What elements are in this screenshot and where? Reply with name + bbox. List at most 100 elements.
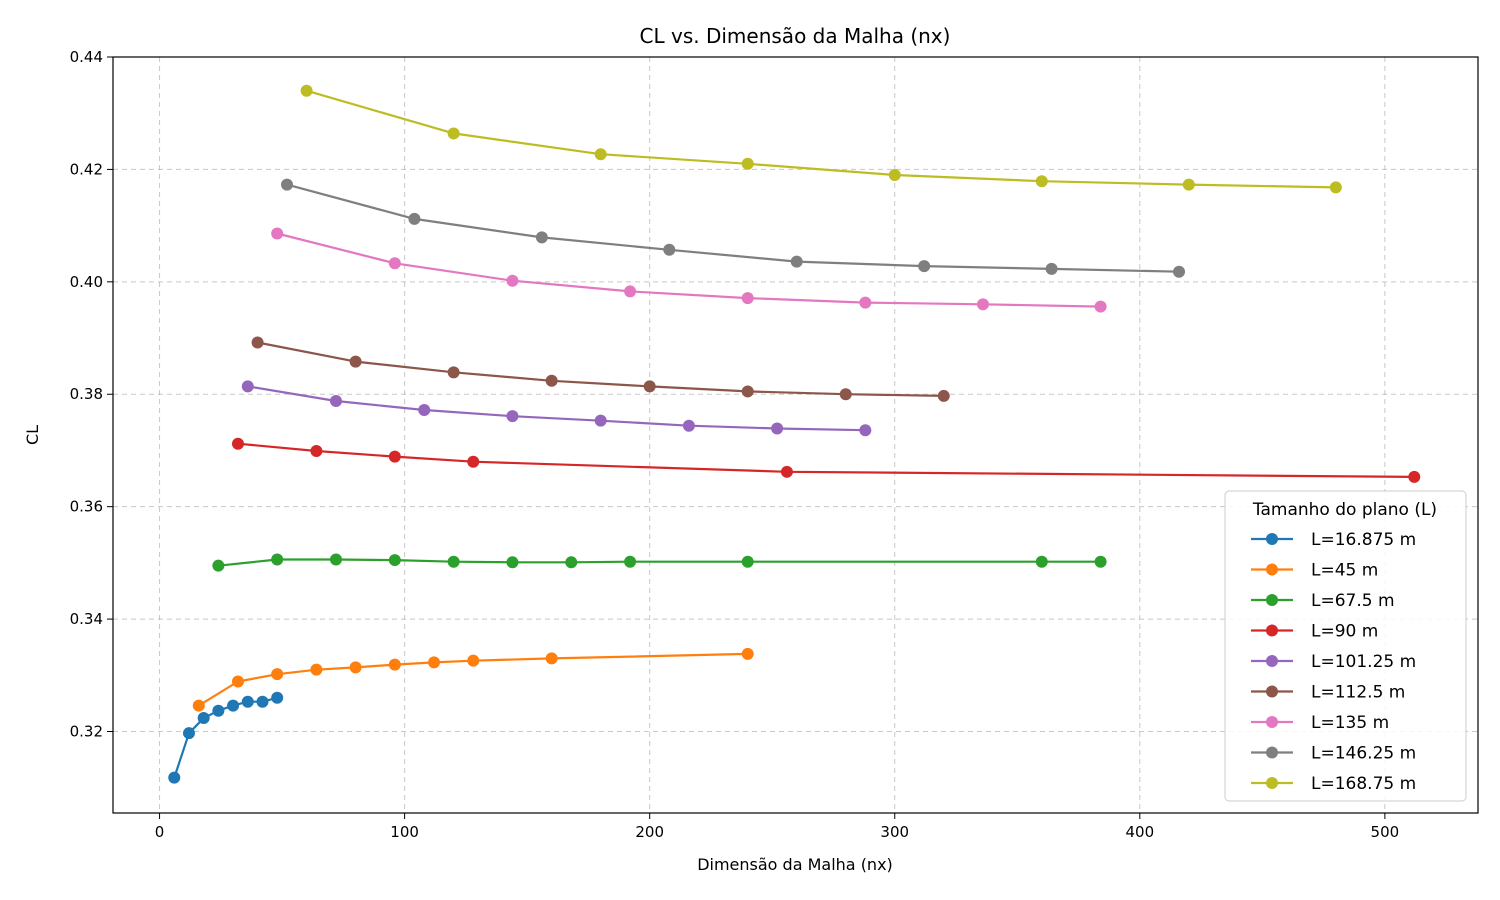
data-point xyxy=(741,157,754,170)
data-point xyxy=(506,274,519,287)
series-line xyxy=(198,652,748,707)
series-line xyxy=(276,232,1101,308)
data-point xyxy=(388,554,401,567)
data-point xyxy=(388,658,401,671)
data-point xyxy=(741,385,754,398)
legend-swatch-marker xyxy=(1266,777,1278,789)
chart-title: CL vs. Dimensão da Malha (nx) xyxy=(640,24,951,48)
data-point xyxy=(790,255,803,268)
data-point xyxy=(976,298,989,311)
legend-item: L=112.5 m xyxy=(1251,683,1405,703)
data-point xyxy=(741,555,754,568)
data-point xyxy=(241,380,254,393)
data-point xyxy=(1182,178,1195,191)
legend-swatch-marker xyxy=(1266,746,1278,759)
x-tick-label: 300 xyxy=(880,823,909,841)
data-point xyxy=(663,243,676,256)
data-point xyxy=(888,169,901,182)
data-point xyxy=(741,292,754,305)
data-point xyxy=(408,212,421,225)
legend-swatch-marker xyxy=(1266,533,1278,545)
data-point xyxy=(271,227,284,240)
series-line xyxy=(257,341,944,397)
data-point xyxy=(859,424,872,437)
data-point xyxy=(197,712,210,725)
data-point xyxy=(271,553,284,566)
series-7 xyxy=(271,227,1107,313)
data-point xyxy=(1035,175,1048,188)
data-point xyxy=(937,389,950,402)
x-tick-label: 500 xyxy=(1371,823,1400,841)
data-point xyxy=(388,450,401,463)
y-tick-label: 0.42 xyxy=(70,160,103,178)
series-2 xyxy=(192,647,754,712)
data-point xyxy=(741,647,754,660)
data-point xyxy=(428,656,441,669)
legend-item: L=45 m xyxy=(1251,561,1378,581)
legend-swatch-marker xyxy=(1266,716,1278,728)
data-point xyxy=(594,414,607,427)
data-point xyxy=(418,403,431,416)
data-point xyxy=(594,148,607,161)
legend-label: L=45 m xyxy=(1311,561,1378,581)
series-line xyxy=(237,442,1415,478)
data-point xyxy=(643,380,656,393)
legend-label: L=67.5 m xyxy=(1311,591,1395,611)
legend-item: L=90 m xyxy=(1251,622,1378,642)
data-point xyxy=(1408,470,1421,483)
data-point xyxy=(182,727,195,740)
y-tick-label: 0.44 xyxy=(70,48,103,66)
series-4 xyxy=(231,437,1421,483)
data-point xyxy=(545,652,558,665)
data-point xyxy=(624,555,637,568)
legend-swatch-marker xyxy=(1266,685,1278,698)
data-point xyxy=(506,410,519,423)
data-point xyxy=(780,465,793,478)
data-point xyxy=(1094,555,1107,568)
legend-item: L=168.75 m xyxy=(1251,774,1416,794)
data-point xyxy=(241,695,254,708)
legend-item: L=146.25 m xyxy=(1251,744,1416,764)
data-point xyxy=(535,231,548,244)
data-point xyxy=(256,695,269,708)
plot-frame xyxy=(112,56,1479,814)
data-point xyxy=(565,556,578,569)
x-tick-label: 100 xyxy=(390,823,419,841)
x-tick-label: 200 xyxy=(635,823,664,841)
ticks: 0 100 200 300 400 500 0.32 0.34 0.36 0.38 0.40 0.42… xyxy=(70,48,1400,841)
series-5 xyxy=(241,380,872,437)
data-point xyxy=(467,455,480,468)
x-tick-label: 400 xyxy=(1125,823,1154,841)
legend-swatch-marker xyxy=(1266,594,1278,606)
legend-swatch-marker xyxy=(1266,655,1278,667)
data-point xyxy=(349,661,362,674)
series-layer xyxy=(168,84,1421,784)
data-point xyxy=(447,127,460,140)
series-3 xyxy=(212,553,1107,572)
legend: Tamanho do plano (L) L=16.875 m L=45 m L=6… xyxy=(1224,490,1467,802)
data-point xyxy=(1094,300,1107,313)
data-point xyxy=(227,699,240,712)
legend-label: L=112.5 m xyxy=(1311,683,1405,703)
series-line xyxy=(247,385,866,432)
data-point xyxy=(447,555,460,568)
data-point xyxy=(624,285,637,298)
data-point xyxy=(310,445,323,458)
data-point xyxy=(212,704,225,717)
legend-label: L=90 m xyxy=(1311,622,1378,642)
data-point xyxy=(330,394,343,407)
series-1 xyxy=(168,691,284,784)
data-point xyxy=(771,422,784,435)
data-point xyxy=(467,654,480,667)
data-point xyxy=(1035,555,1048,568)
y-tick-label: 0.40 xyxy=(70,273,103,291)
legend-swatch-marker xyxy=(1266,563,1278,576)
data-point xyxy=(447,366,460,379)
data-point xyxy=(300,84,313,97)
legend-label: L=16.875 m xyxy=(1311,530,1416,550)
data-point xyxy=(310,663,323,676)
data-point xyxy=(271,668,284,681)
data-point xyxy=(545,374,558,387)
legend-label: L=146.25 m xyxy=(1311,744,1416,764)
